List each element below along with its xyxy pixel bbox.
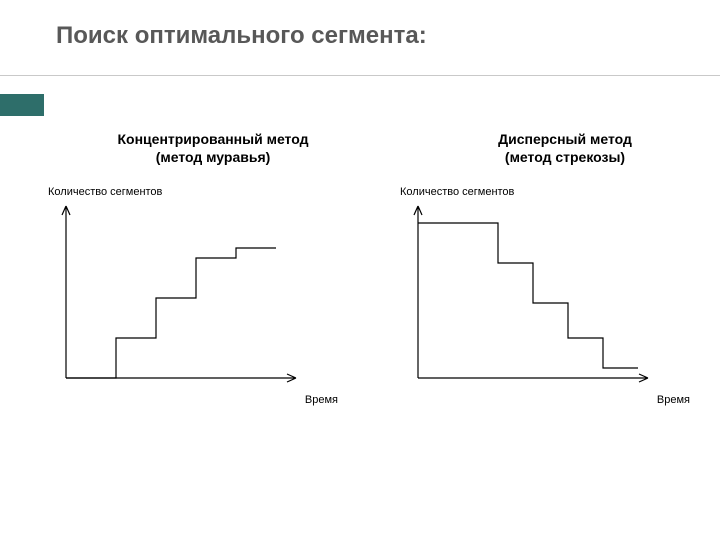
chart-right-y-label: Количество сегментов	[400, 186, 720, 198]
accent-bar	[0, 94, 44, 116]
slide-title: Поиск оптимального сегмента:	[56, 22, 427, 50]
chart-right-svg	[400, 200, 660, 390]
chart-left-y-label: Количество сегментов	[48, 186, 378, 198]
chart-left-title: Концентрированный метод (метод муравья)	[48, 130, 378, 166]
chart-right: Дисперсный метод (метод стрекозы) Количе…	[400, 130, 720, 406]
chart-left-title-line2: (метод муравья)	[156, 149, 271, 165]
chart-right-title-line1: Дисперсный метод	[498, 131, 632, 147]
chart-right-title: Дисперсный метод (метод стрекозы)	[400, 130, 720, 166]
chart-left: Концентрированный метод (метод муравья) …	[48, 130, 378, 406]
chart-left-svg	[48, 200, 308, 390]
chart-right-x-label: Время	[400, 394, 720, 406]
chart-left-x-label: Время	[48, 394, 378, 406]
horizontal-rule	[0, 75, 720, 76]
chart-left-title-line1: Концентрированный метод	[118, 131, 309, 147]
chart-right-title-line2: (метод стрекозы)	[505, 149, 625, 165]
